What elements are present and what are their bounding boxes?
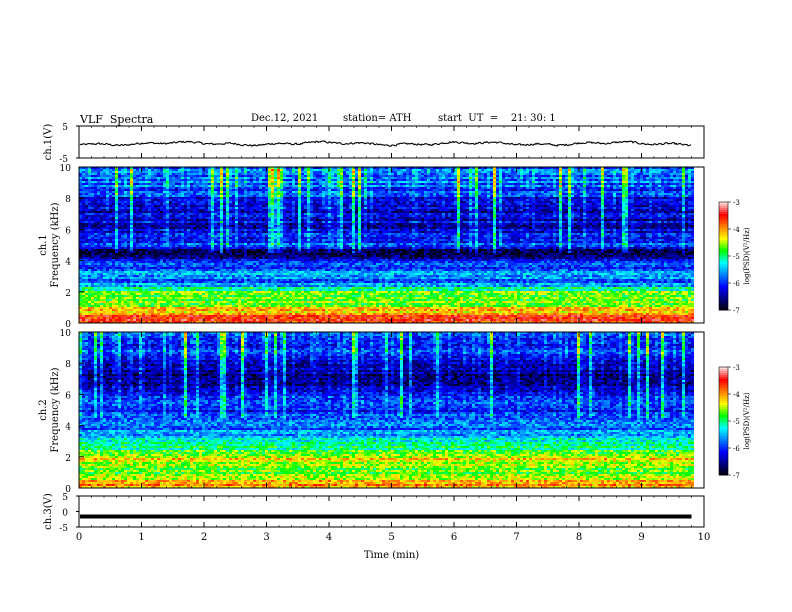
y-tick-label: 10 <box>60 329 72 339</box>
colorbar-tick-label: -6 <box>733 445 740 453</box>
channel-label: ch.2 <box>38 399 49 421</box>
x-tick-label: 2 <box>201 532 207 543</box>
y-tick-label: 2 <box>65 454 71 464</box>
y-tick-label: 5 <box>62 123 68 133</box>
colorbar-tick-label: -7 <box>733 472 740 480</box>
x-tick-label: 9 <box>638 532 644 543</box>
colorbar <box>719 202 728 311</box>
colorbar-tick-label: -5 <box>733 253 740 261</box>
y-tick-label: 5 <box>62 493 68 503</box>
y-tick-label: 10 <box>60 164 72 174</box>
y-tick-label: -5 <box>59 524 68 534</box>
colorbar-tick-label: -4 <box>733 226 740 234</box>
vlf-figure: 5-5ch.1(V)0246810ch.1 Frequency (kHz) -3-4… <box>0 0 792 612</box>
colorbar-tick-label: -3 <box>733 364 740 372</box>
x-tick-label: 5 <box>388 532 394 543</box>
x-tick-label: 3 <box>263 532 269 543</box>
colorbar-label: log(PSD)(V²/Hz) <box>743 227 751 284</box>
y-tick-label: 4 <box>65 258 71 268</box>
y-tick-label: 6 <box>65 391 71 401</box>
x-tick-label: 4 <box>326 532 332 543</box>
colorbar-tick-label: -7 <box>733 307 740 315</box>
colorbar <box>719 367 728 476</box>
colorbar-tick-label: -5 <box>733 418 740 426</box>
spectrogram-ch1 <box>79 167 704 323</box>
spectrogram-ch2 <box>79 332 704 488</box>
colorbar-tick-label: -4 <box>733 391 740 399</box>
x-tick-label: 10 <box>698 532 711 543</box>
y-tick-label: 8 <box>65 360 71 370</box>
y-axis-label: ch.1(V) <box>43 124 54 161</box>
y-axis-label: ch.3(V) <box>43 493 54 530</box>
y-tick-label: 0 <box>62 509 68 519</box>
y-tick-label: 4 <box>65 423 71 433</box>
x-tick-label: 1 <box>138 532 144 543</box>
colorbar-tick-label: -3 <box>733 199 740 207</box>
x-tick-label: 7 <box>513 532 519 543</box>
x-tick-label: 0 <box>76 532 82 543</box>
x-tick-label: 6 <box>451 532 457 543</box>
y-tick-label: 2 <box>65 289 71 299</box>
y-tick-label: 8 <box>65 195 71 205</box>
x-tick-label: 8 <box>576 532 582 543</box>
colorbar-tick-label: -6 <box>733 280 740 288</box>
colorbar-label: log(PSD)(V²/Hz) <box>743 392 751 449</box>
channel-label: ch.1 <box>38 234 49 256</box>
y-axis-label: Frequency (kHz) <box>50 367 61 452</box>
y-tick-label: 6 <box>65 226 71 236</box>
y-axis-label: Frequency (kHz) <box>50 202 61 287</box>
x-axis-label: Time (min) <box>364 550 419 561</box>
